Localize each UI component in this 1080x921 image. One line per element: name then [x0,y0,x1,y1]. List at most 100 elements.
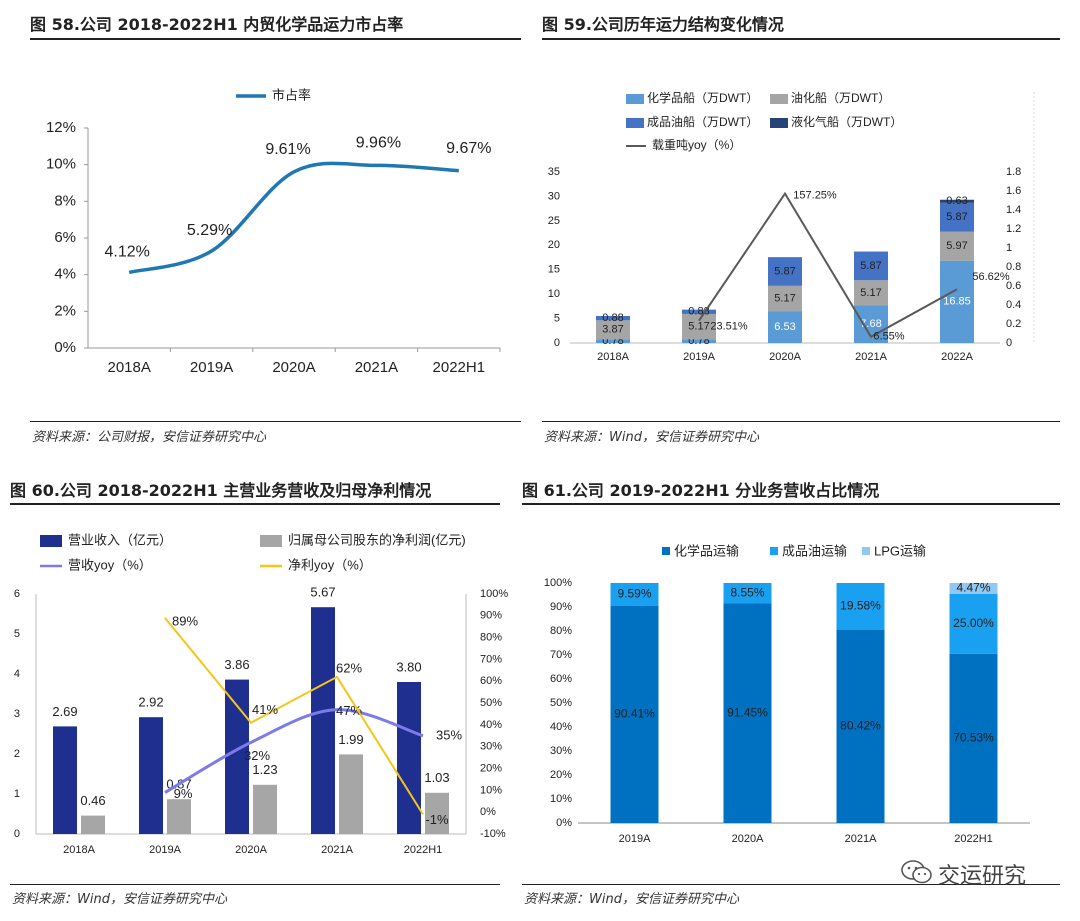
fig59-bar-label: 5.87 [774,265,795,277]
fig60-bar-label: 2.92 [138,695,163,710]
fig61-y-tick-label: 60% [550,673,572,685]
fig61-x-tick-label: 2022H1 [954,833,993,845]
fig59-bar-segment [854,251,888,281]
fig59-legend-swatch [626,118,644,128]
fig61-bar-segment [836,583,885,630]
fig59-bar-label: 6.53 [774,321,795,333]
fig59-bar-label: 0.88 [602,312,623,324]
fig58-data-label: 4.12% [105,244,150,261]
fig59-y2-tick-label: 1.8 [1006,166,1021,178]
fig61-bar-segment [610,583,659,607]
fig61-bar-segment [723,583,772,604]
fig61-bar-label: 4.47% [956,581,990,595]
fig61-y-tick-label: 100% [544,577,572,589]
fig60-line-label: 89% [172,613,198,628]
fig60-line-label: 62% [336,660,362,675]
fig61-legend-swatch [662,547,670,555]
fig60-y2-tick-label: 40% [480,719,502,731]
fig60-bar-revenue [311,607,335,834]
fig59-y2-tick-label: 1.4 [1006,204,1021,216]
fig61-legend-swatch [862,547,870,555]
fig60-source-rule [10,884,500,885]
fig60-bar-net-profit [167,799,191,834]
fig58-source-rule [30,421,521,422]
fig58-source: 资料来源：公司财报，安信证券研究中心 [32,430,267,445]
fig61-bar-segment [610,606,659,823]
fig60-line-label: 32% [244,748,270,763]
fig59-legend-label: 油化船（万DWT） [791,91,890,105]
fig61-bar-label: 25.00% [953,616,994,630]
fig59-y-tick-label: 30 [548,190,560,202]
fig60-bar-label: 1.23 [252,762,277,777]
fig60-line-label: 9% [174,786,193,801]
fig60-title: 图 60.公司 2018-2022H1 主营业务营收及归母净利情况 [10,481,432,500]
fig61-source-rule [522,884,1060,885]
fig60-line-profit-yoy [164,617,424,815]
fig60-bar-label: 3.86 [224,657,249,672]
fig59-y2-tick-label: 1.6 [1006,185,1021,197]
fig60-y-tick-label: 5 [14,628,20,640]
fig61-y-tick-label: 0% [556,817,572,829]
fig60-bar-revenue [53,726,77,834]
fig59-bar-label: 16.85 [943,296,971,308]
fig59-y2-tick-label: 0 [1006,337,1012,349]
fig60-bar-net-profit [253,784,277,834]
fig58-y-tick-label: 6% [54,229,76,246]
fig59-x-tick-label: 2018A [597,351,629,363]
fig59-y2-tick-label: 0.6 [1006,280,1021,292]
watermark: 交运研究 [938,864,1027,889]
fig59-bar-segment [596,339,630,343]
fig59-x-tick-label: 2020A [769,351,801,363]
fig59-source-rule [542,421,1060,422]
fig60-bar-net-profit [81,815,105,834]
fig60-bar-label: 2.69 [52,704,77,719]
fig61-legend-swatch [770,547,778,555]
fig59-bar-segment [768,311,802,343]
fig58-x-tick-label: 2019A [190,359,233,376]
fig58-y-tick-label: 8% [54,192,76,209]
fig61-y-tick-label: 50% [550,697,572,709]
fig61-legend-label: 化学品运输 [674,543,739,558]
fig59-line-label: 56.62% [972,271,1010,283]
fig59-title-rule [542,38,1060,40]
fig59-line-label: 6.55% [873,331,904,343]
fig59-y-tick-label: 5 [554,312,560,324]
fig60-y2-tick-label: 10% [480,784,502,796]
fig59-bar-label: 5.17 [774,292,795,304]
fig60-y2-tick-label: 30% [480,741,502,753]
fig58-data-label: 9.61% [265,141,310,158]
fig60-y2-tick-label: 60% [480,675,502,687]
fig61-title-rule [522,503,1060,505]
fig61-bar-label: 80.42% [840,719,881,733]
fig59-legend-label: 化学品船（万DWT） [647,90,758,105]
fig61-bar-segment [949,653,998,823]
fig58-y-tick-label: 12% [46,119,76,136]
fig59-y2-tick-label: 1 [1006,242,1012,254]
fig58-title: 图 58.公司 2018-2022H1 内贸化学品运力市占率 [30,15,404,34]
fig61-x-tick-label: 2020A [732,833,764,845]
fig59-bar-segment [682,309,716,314]
fig59-legend-label: 载重吨yoy（%） [652,138,741,152]
fig59-bar-label: 5.17 [688,320,709,332]
fig59-bar-label: 5.17 [860,287,881,299]
fig58-x-tick-label: 2018A [108,359,151,376]
fig60-source: 资料来源：Wind，安信证券研究中心 [12,892,227,907]
fig59-bar-segment [596,315,630,321]
fig60-legend-label: 营业收入（亿元） [68,532,172,547]
fig61-y-tick-label: 40% [550,721,572,733]
fig59-bar-segment [854,280,888,306]
fig60-x-tick-label: 2018A [63,844,95,856]
fig60-legend-swatch [40,535,62,547]
fig60-y2-tick-label: 70% [480,653,502,665]
fig59-bar-label: 5.97 [946,240,967,252]
fig60-x-tick-label: 2021A [321,844,353,856]
fig60-legend-label: 营收yoy（%） [68,557,152,572]
fig60-legend-label: 归属母公司股东的净利润(亿元) [288,532,466,547]
fig61-bar-label: 70.53% [953,731,994,745]
fig58-title-rule [30,38,521,40]
fig59-y-tick-label: 20 [548,239,560,251]
fig60-y2-tick-label: -10% [480,828,506,840]
fig61-bar-label: 90.41% [614,707,655,721]
fig61-bar-label: 19.58% [840,599,881,613]
